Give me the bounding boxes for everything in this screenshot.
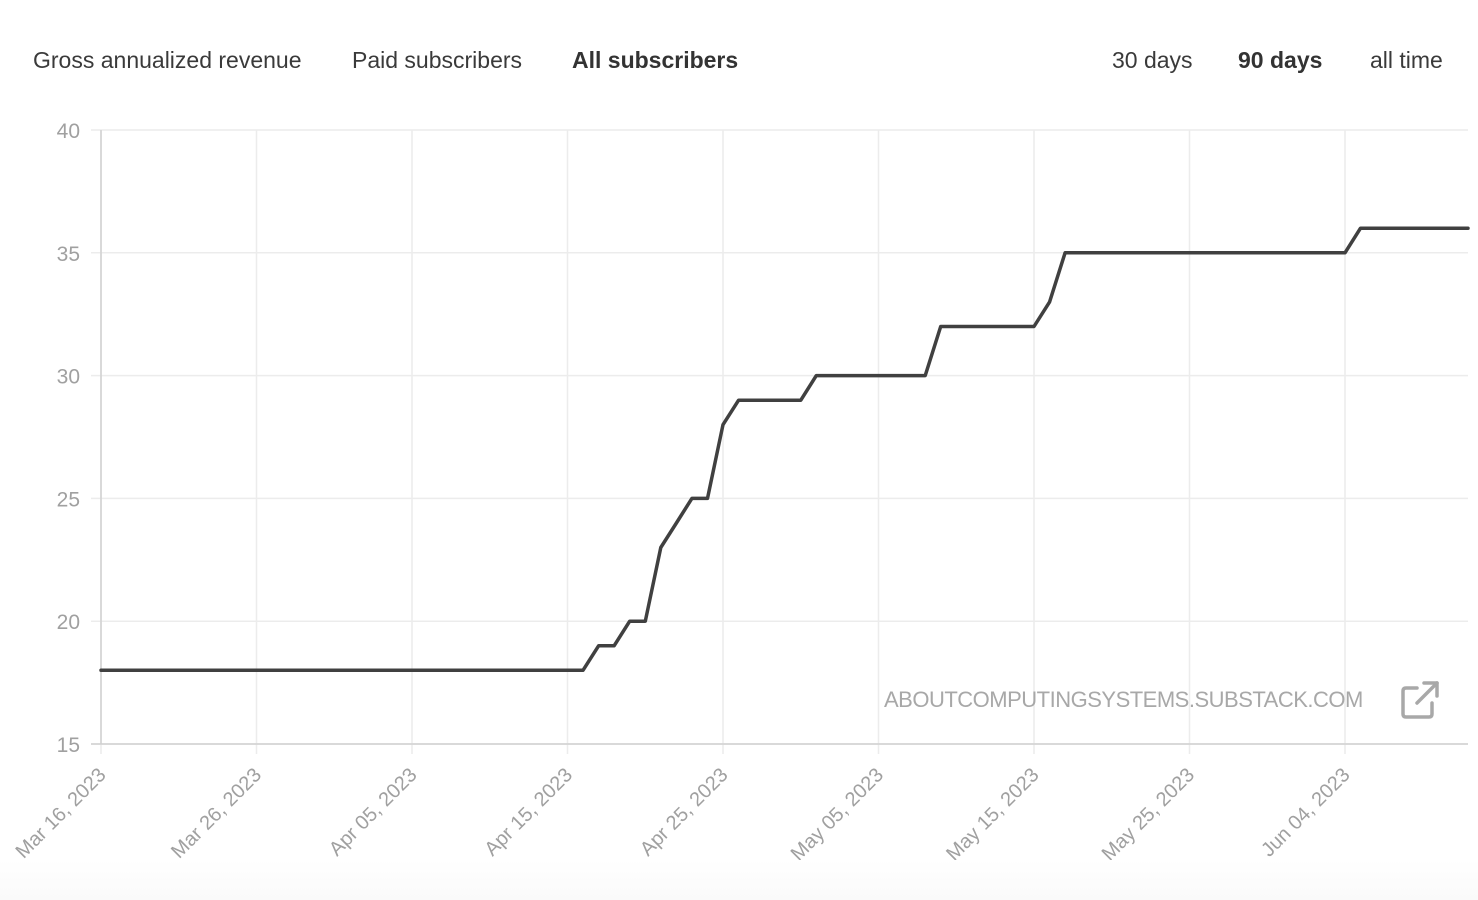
x-tick-label: Mar 26, 2023 [167,764,266,863]
range-all-time[interactable]: all time [1370,47,1443,73]
x-tick-label: May 15, 2023 [942,764,1043,865]
y-tick-label: 20 [57,611,80,634]
range-30-days[interactable]: 30 days [1112,47,1193,73]
tab-gross-annualized-revenue[interactable]: Gross annualized revenue [33,47,302,73]
x-tick-label: Apr 25, 2023 [636,764,733,861]
x-tick-label: Mar 16, 2023 [12,764,111,863]
x-tick-label: May 05, 2023 [787,764,888,865]
y-tick-label: 40 [57,120,80,143]
x-tick-label: Jun 04, 2023 [1257,764,1354,861]
x-tick-labels: Mar 16, 2023 Mar 26, 2023 Apr 05, 2023 Apr … [12,764,1355,865]
series-line [99,226,1470,673]
tabs-bar: Gross annualized revenue Paid subscriber… [0,0,1478,110]
x-tick-label: Apr 05, 2023 [325,764,422,861]
tab-paid-subscribers[interactable]: Paid subscribers [352,47,523,73]
grid-lines [91,129,1468,754]
y-tick-labels: 15 20 25 30 35 40 [57,120,80,757]
y-tick-label: 25 [57,488,80,511]
range-90-days[interactable]: 90 days [1238,47,1323,73]
external-link-icon[interactable] [1400,680,1440,720]
axes [91,130,1468,745]
y-tick-label: 35 [57,243,80,266]
bottom-fade [0,860,1478,900]
series-line-group [99,226,1470,673]
tab-all-subscribers[interactable]: All subscribers [572,47,739,73]
x-tick-label: May 25, 2023 [1098,764,1199,865]
y-tick-label: 15 [57,734,80,757]
x-tick-label: Apr 15, 2023 [480,764,577,861]
y-tick-label: 30 [57,366,80,389]
watermark-text: ABOUTCOMPUTINGSYSTEMS.SUBSTACK.COM [884,687,1363,712]
